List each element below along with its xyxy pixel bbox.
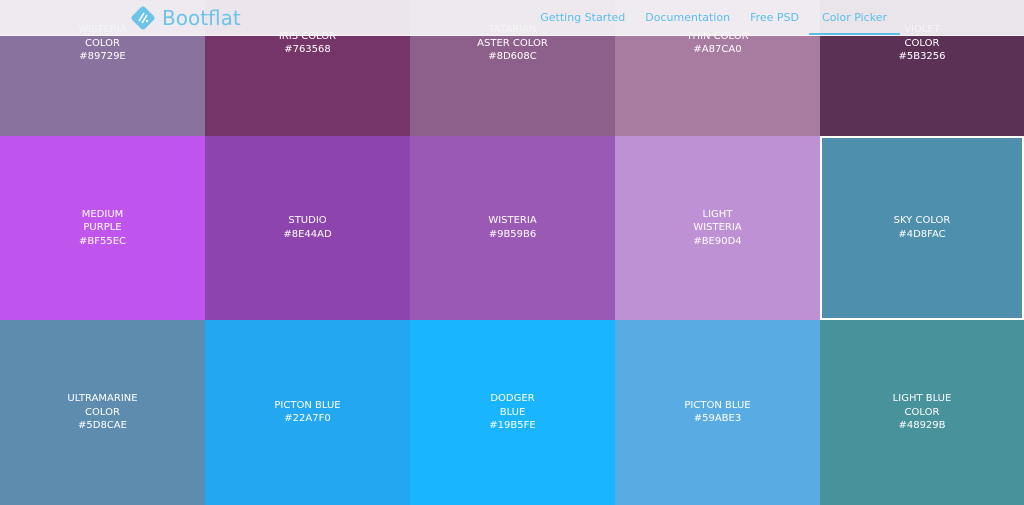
color-name: Light Blue Color xyxy=(892,393,952,418)
color-name: Wisteria xyxy=(488,215,537,227)
swatch-label: Ultramarine Color #5D8CAE xyxy=(67,392,137,433)
color-swatch[interactable]: Light Wisteria #BE90D4 xyxy=(615,135,820,320)
color-hex: #59ABE3 xyxy=(693,413,742,425)
color-name: Picton Blue xyxy=(274,399,341,411)
color-swatch[interactable]: Light Blue Color #48929B xyxy=(820,320,1024,505)
color-hex: #89729E xyxy=(79,51,126,62)
color-name: Iris Color xyxy=(278,30,337,42)
bootflat-logo-icon xyxy=(131,6,155,30)
brand-logo[interactable]: Bootflat xyxy=(128,3,241,33)
color-name: Picton Blue xyxy=(684,399,751,411)
swatch-label: Medium Purple #BF55EC xyxy=(79,208,126,249)
swatch-label: Picton Blue #59ABE3 xyxy=(684,399,750,426)
nav-color-picker[interactable]: Color Picker xyxy=(809,0,900,35)
swatch-label: Iris Color #763568 xyxy=(279,30,336,57)
nav-getting-started[interactable]: Getting Started xyxy=(540,11,626,24)
color-name: Light Wisteria xyxy=(693,208,742,234)
color-swatch[interactable]: Sky Color #4D8FAC xyxy=(820,135,1024,320)
color-name: Dodger Blue xyxy=(490,393,535,418)
color-hex: #22A7F0 xyxy=(284,413,331,425)
color-name: Ultramarine Color xyxy=(67,393,138,418)
color-hex: #763568 xyxy=(284,44,331,56)
color-hex: #19B5FE xyxy=(489,420,536,431)
color-swatch[interactable]: Studio #8E44AD xyxy=(205,135,410,320)
swatch-label: Light Wisteria #BE90D4 xyxy=(693,208,741,249)
color-hex: #5B3256 xyxy=(898,51,946,62)
swatch-label: Picton Blue #22A7F0 xyxy=(274,399,340,426)
color-swatch[interactable]: Picton Blue #59ABE3 xyxy=(615,320,820,505)
color-swatch[interactable]: Wisteria #9B59B6 xyxy=(410,135,615,320)
top-navbar: Bootflat Getting Started Documentation F… xyxy=(0,0,1024,36)
color-swatch[interactable]: Ultramarine Color #5D8CAE xyxy=(0,320,205,505)
color-name: Studio xyxy=(288,215,327,227)
color-hex: #BE90D4 xyxy=(693,235,742,247)
color-hex: #48929B xyxy=(898,420,946,431)
color-hex: #8E44AD xyxy=(283,228,332,240)
color-swatch[interactable]: Dodger Blue #19B5FE xyxy=(410,320,615,505)
swatch-label: Sky Color #4D8FAC xyxy=(894,214,951,241)
swatch-label: Studio #8E44AD xyxy=(283,214,331,241)
color-name: Sky Color xyxy=(893,215,951,227)
color-name: Thin Color xyxy=(686,30,749,42)
color-swatch[interactable]: Picton Blue #22A7F0 xyxy=(205,320,410,505)
color-hex: #9B59B6 xyxy=(488,228,537,240)
swatch-label: Wisteria #9B59B6 xyxy=(488,214,536,241)
color-swatch[interactable]: Medium Purple #BF55EC xyxy=(0,135,205,320)
nav-documentation[interactable]: Documentation xyxy=(645,11,731,24)
swatch-label: Dodger Blue #19B5FE xyxy=(489,392,535,433)
color-hex: #BF55EC xyxy=(78,235,127,247)
swatch-label: Thin Color #A87CA0 xyxy=(686,30,748,57)
brand-name: Bootflat xyxy=(162,6,241,30)
color-hex: #8D608C xyxy=(488,51,537,62)
color-hex: #4D8FAC xyxy=(898,228,946,240)
color-name: Medium Purple xyxy=(81,208,124,234)
main-nav: Getting Started Documentation Free PSD C… xyxy=(530,0,1024,35)
color-hex: #A87CA0 xyxy=(693,44,742,56)
nav-free-psd[interactable]: Free PSD xyxy=(750,11,800,24)
color-hex: #5D8CAE xyxy=(78,420,127,431)
swatch-label: Light Blue Color #48929B xyxy=(893,392,952,433)
